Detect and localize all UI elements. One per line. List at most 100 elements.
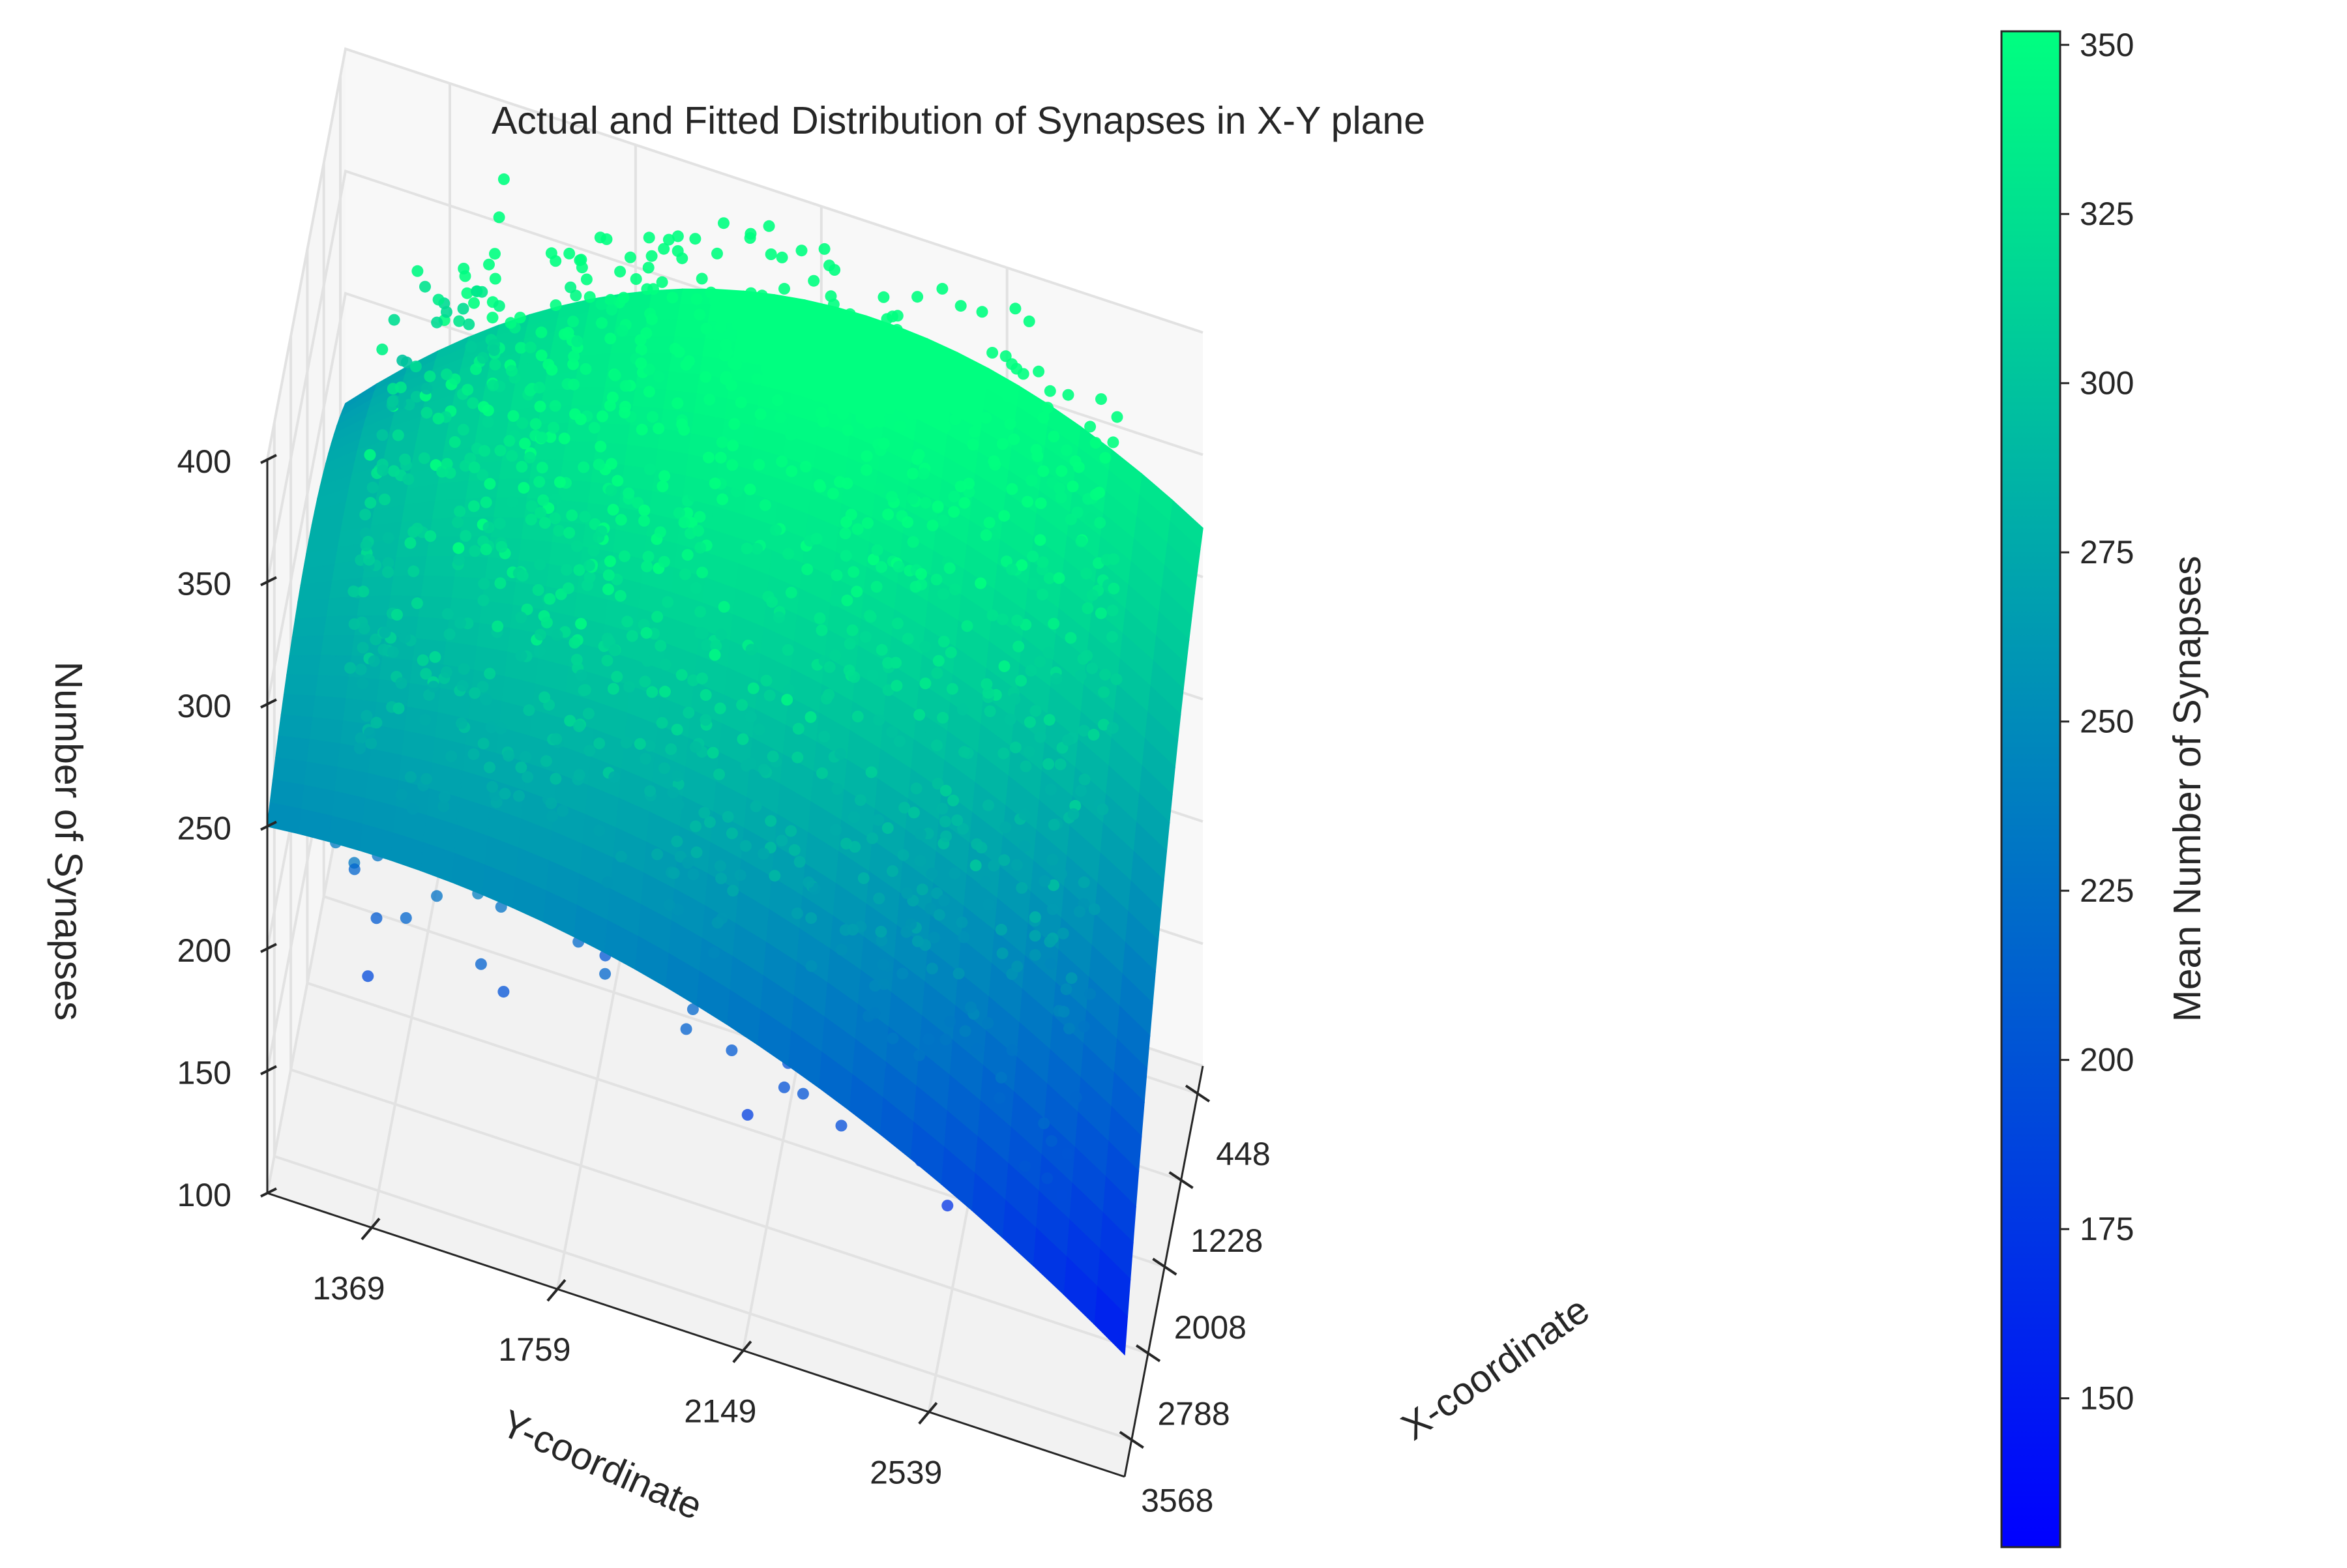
data-point	[797, 306, 810, 318]
data-point	[377, 643, 390, 656]
data-point	[761, 342, 774, 354]
data-point	[687, 868, 700, 880]
data-point	[357, 642, 369, 654]
data-point	[700, 714, 712, 726]
data-point	[875, 926, 887, 938]
data-point	[1084, 988, 1097, 1000]
y-tick	[732, 1340, 752, 1363]
data-point	[686, 1003, 699, 1015]
data-point	[1044, 385, 1056, 397]
data-point	[801, 563, 814, 576]
data-point	[1023, 745, 1035, 758]
data-point	[638, 504, 651, 516]
data-point	[587, 544, 600, 557]
data-point	[1006, 563, 1018, 576]
data-point	[745, 758, 757, 770]
x-axis-label: X-coordinate	[1394, 1288, 1597, 1449]
data-point	[690, 741, 702, 753]
data-point	[808, 274, 820, 287]
data-point	[709, 477, 721, 490]
data-point	[726, 459, 739, 471]
data-point	[937, 895, 950, 907]
data-point	[354, 743, 366, 755]
data-point	[949, 867, 961, 880]
data-point	[786, 465, 798, 477]
data-point	[895, 395, 908, 407]
data-point	[443, 628, 456, 640]
data-point	[457, 303, 469, 315]
data-point	[522, 771, 534, 783]
data-point	[506, 450, 518, 462]
data-point	[400, 912, 412, 924]
data-point	[407, 803, 419, 815]
data-point	[532, 584, 544, 596]
data-point	[376, 429, 389, 441]
data-point	[737, 733, 749, 745]
data-point	[1061, 444, 1072, 456]
data-point	[441, 608, 454, 620]
data-point	[703, 816, 716, 829]
data-point	[580, 363, 592, 375]
data-point	[753, 724, 765, 735]
data-point	[387, 646, 399, 658]
data-point	[667, 786, 679, 799]
data-point	[705, 286, 717, 299]
data-point	[507, 410, 520, 422]
data-point	[1006, 483, 1018, 495]
data-point	[605, 484, 617, 497]
data-point	[653, 422, 665, 435]
z-tick	[260, 698, 277, 709]
data-point	[494, 517, 506, 529]
data-point	[492, 620, 504, 632]
data-point	[937, 514, 949, 527]
data-point	[781, 694, 793, 706]
data-point	[533, 476, 546, 488]
data-point	[431, 316, 443, 329]
data-point	[467, 500, 480, 512]
x-tick-label: 1228	[1190, 1222, 1263, 1259]
data-point	[916, 883, 928, 896]
data-point	[647, 411, 658, 423]
data-point	[873, 893, 885, 904]
data-point	[939, 816, 951, 828]
data-point	[971, 1043, 983, 1056]
data-point	[575, 669, 587, 681]
data-point	[452, 516, 464, 529]
data-point	[715, 629, 728, 641]
data-point	[1062, 734, 1074, 747]
data-point	[635, 357, 647, 370]
data-point	[477, 469, 489, 481]
data-point	[694, 606, 707, 618]
data-point	[558, 328, 570, 340]
data-point	[1048, 819, 1060, 831]
data-point	[615, 850, 627, 863]
data-point	[646, 686, 658, 698]
data-point	[418, 452, 430, 464]
data-point	[961, 620, 973, 632]
data-point	[640, 627, 653, 639]
data-point	[529, 418, 542, 430]
data-point	[908, 806, 920, 819]
x-tick-label: 2008	[1174, 1309, 1247, 1346]
data-point	[357, 585, 370, 598]
data-point	[726, 827, 738, 840]
data-point	[760, 674, 773, 687]
data-point	[616, 325, 628, 337]
data-point	[364, 727, 376, 739]
data-point	[482, 522, 495, 533]
data-point	[956, 916, 968, 928]
data-point	[914, 339, 926, 351]
data-point	[689, 233, 701, 245]
data-point	[1097, 803, 1109, 816]
data-point	[641, 283, 653, 295]
data-point	[1098, 718, 1110, 731]
data-point	[955, 381, 967, 393]
data-point	[1099, 452, 1112, 464]
surface-patch	[319, 635, 355, 657]
data-point	[595, 298, 608, 310]
data-point	[805, 960, 818, 972]
data-point	[676, 252, 688, 265]
data-point	[505, 317, 517, 329]
data-point	[657, 480, 669, 492]
